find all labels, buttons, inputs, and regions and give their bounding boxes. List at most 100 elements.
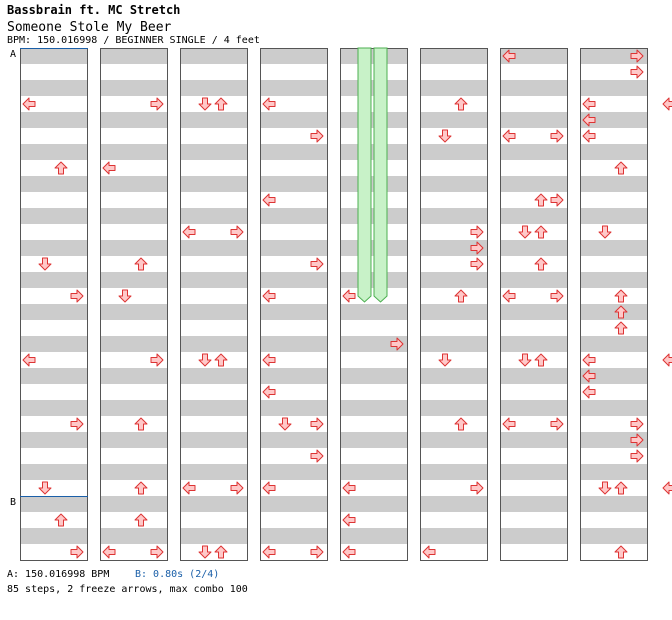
beat-stripe — [420, 208, 488, 224]
beat-stripe — [20, 272, 88, 288]
beat-stripe — [500, 304, 568, 320]
beat-stripe — [180, 112, 248, 128]
beat-stripe — [580, 528, 648, 544]
beat-stripe — [180, 496, 248, 512]
beat-stripe — [100, 528, 168, 544]
beat-stripe — [260, 80, 328, 96]
beat-stripe — [580, 240, 648, 256]
beat-stripe — [500, 80, 568, 96]
beat-stripe — [20, 336, 88, 352]
beat-stripe — [580, 464, 648, 480]
beat-stripe — [180, 528, 248, 544]
beat-stripe — [580, 272, 648, 288]
beat-stripe — [420, 304, 488, 320]
beat-stripe — [180, 48, 248, 64]
beat-stripe — [500, 336, 568, 352]
beat-stripe — [20, 400, 88, 416]
beat-stripe — [580, 496, 648, 512]
beat-stripe — [100, 48, 168, 64]
beat-stripe — [260, 176, 328, 192]
beat-stripe — [260, 48, 328, 64]
beat-stripe — [260, 496, 328, 512]
marker-label: A — [10, 49, 16, 60]
beat-stripe — [580, 400, 648, 416]
beat-stripe — [20, 304, 88, 320]
beat-stripe — [500, 112, 568, 128]
beat-stripe — [260, 432, 328, 448]
beat-stripe — [260, 528, 328, 544]
beat-stripe — [20, 368, 88, 384]
beat-stripe — [100, 336, 168, 352]
beat-stripe — [580, 144, 648, 160]
beat-stripe — [420, 48, 488, 64]
beat-stripe — [500, 208, 568, 224]
beat-stripe — [20, 80, 88, 96]
beat-stripe — [100, 368, 168, 384]
freeze-arrow — [374, 48, 387, 302]
beat-stripe — [500, 240, 568, 256]
beat-stripe — [20, 112, 88, 128]
beat-stripe — [260, 112, 328, 128]
beat-stripe — [180, 304, 248, 320]
beat-stripe — [100, 464, 168, 480]
beat-stripe — [500, 144, 568, 160]
freeze-arrow — [358, 48, 371, 302]
beat-stripe — [260, 272, 328, 288]
beat-stripe — [340, 368, 408, 384]
beat-stripe — [180, 144, 248, 160]
beat-stripe — [580, 304, 648, 320]
beat-stripe — [260, 368, 328, 384]
beat-stripe — [340, 304, 408, 320]
beat-stripe — [260, 304, 328, 320]
beat-stripe — [20, 176, 88, 192]
beat-stripe — [420, 528, 488, 544]
beat-stripe — [500, 432, 568, 448]
beat-stripe — [100, 80, 168, 96]
beat-stripe — [20, 464, 88, 480]
beat-stripe — [180, 80, 248, 96]
beat-stripe — [260, 240, 328, 256]
left-arrow-step — [663, 354, 672, 366]
beat-stripe — [420, 336, 488, 352]
bpm-legend: A: 150.016998 BPM — [7, 569, 109, 581]
beat-stripe — [260, 400, 328, 416]
beat-stripe — [340, 528, 408, 544]
beat-stripe — [500, 400, 568, 416]
beat-stripe — [180, 400, 248, 416]
beat-stripe — [20, 432, 88, 448]
beat-stripe — [180, 176, 248, 192]
beat-stripe — [20, 496, 88, 512]
beat-stripe — [180, 208, 248, 224]
beat-stripe — [340, 464, 408, 480]
beat-stripe — [180, 240, 248, 256]
beat-stripe — [20, 528, 88, 544]
beat-stripe — [260, 208, 328, 224]
beat-stripe — [580, 80, 648, 96]
step-chart: AB — [0, 0, 672, 568]
beat-stripe — [500, 272, 568, 288]
beat-stripe — [100, 304, 168, 320]
beat-stripe — [580, 208, 648, 224]
beat-stripe — [420, 272, 488, 288]
beat-stripe — [500, 368, 568, 384]
beat-stripe — [420, 176, 488, 192]
marker-label: B — [10, 497, 16, 508]
beat-stripe — [340, 496, 408, 512]
beat-stripe — [20, 48, 88, 64]
beat-stripe — [260, 464, 328, 480]
beat-stripe — [180, 464, 248, 480]
beat-stripe — [20, 208, 88, 224]
beat-stripe — [100, 112, 168, 128]
beat-stripe — [100, 432, 168, 448]
left-arrow-step — [663, 98, 672, 110]
beat-stripe — [20, 240, 88, 256]
beat-stripe — [180, 336, 248, 352]
beat-stripe — [100, 400, 168, 416]
beat-stripe — [500, 176, 568, 192]
beat-stripe — [260, 144, 328, 160]
beat-stripe — [260, 336, 328, 352]
beat-stripe — [100, 176, 168, 192]
beat-stripe — [420, 400, 488, 416]
stop-legend: B: 0.80s (2/4) — [135, 569, 219, 581]
beat-stripe — [420, 432, 488, 448]
